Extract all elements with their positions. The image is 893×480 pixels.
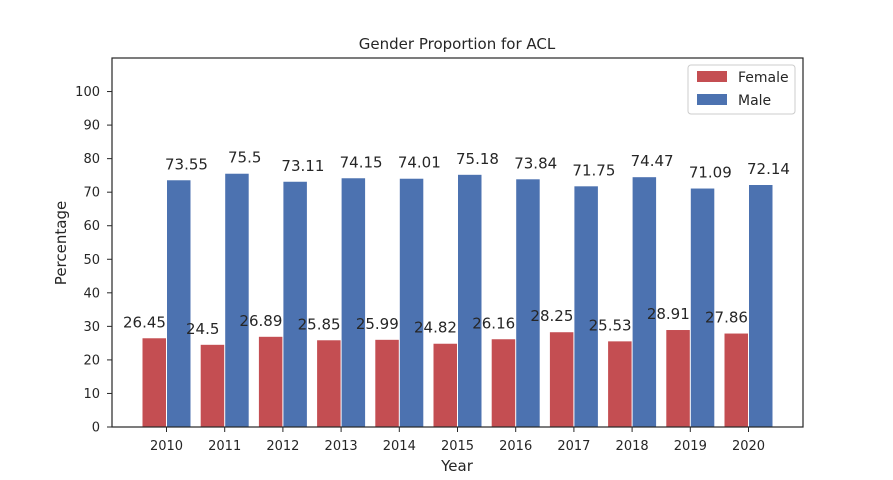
x-tick-label-2017: 2017 [557, 439, 590, 454]
y-axis: 0 10 20 30 40 50 60 70 80 90 100 [75, 85, 112, 436]
data-label-female-2012: 26.89 [239, 312, 282, 330]
data-label-female-2018: 25.53 [589, 316, 632, 334]
legend-swatch-male [697, 94, 727, 105]
bar-female-2019 [666, 330, 690, 427]
x-axis-title: Year [440, 457, 474, 475]
bar-male-2011 [225, 173, 249, 427]
x-tick-label-2016: 2016 [499, 439, 532, 454]
bar-female-2020 [724, 333, 748, 427]
y-tick-label: 80 [83, 152, 100, 167]
bar-male-2017 [574, 186, 598, 427]
x-tick-label-2013: 2013 [325, 439, 358, 454]
data-label-male-2016: 73.84 [514, 154, 557, 172]
bar-female-2018 [608, 341, 632, 427]
bar-male-2015 [458, 174, 482, 427]
x-tick-label-2011: 2011 [208, 439, 241, 454]
x-tick-label-2015: 2015 [441, 439, 474, 454]
bar-female-2012 [258, 336, 283, 427]
bar-male-2013 [341, 178, 366, 427]
legend-label-female: Female [738, 70, 789, 86]
data-label-male-2010: 73.55 [165, 155, 208, 173]
data-labels-layer: 26.45 73.55 24.5 75.5 26.89 73.11 25.85 74.15 25… [123, 149, 790, 338]
bar-male-2019 [690, 188, 715, 427]
bar-male-2014 [399, 178, 424, 427]
x-tick-label-2020: 2020 [732, 439, 765, 454]
y-tick-label: 100 [75, 85, 100, 100]
legend: Female Male [687, 64, 796, 115]
y-axis-title: Percentage [52, 201, 70, 285]
bar-female-2015 [433, 343, 457, 427]
y-tick-label: 10 [83, 387, 100, 402]
bar-female-2011 [200, 344, 225, 427]
y-tick-label: 50 [83, 253, 100, 268]
bar-male-2016 [516, 179, 540, 427]
data-label-female-2017: 28.25 [530, 307, 573, 325]
x-tick-label-2012: 2012 [266, 439, 299, 454]
x-tick-label-2019: 2019 [674, 439, 707, 454]
bar-female-2014 [375, 339, 399, 427]
x-tick-label-2018: 2018 [616, 439, 649, 454]
legend-swatch-female [697, 71, 727, 82]
bar-male-2020 [749, 185, 773, 427]
data-label-female-2015: 24.82 [414, 319, 457, 337]
data-label-female-2011: 24.5 [186, 320, 219, 338]
bar-female-2016 [491, 339, 516, 427]
x-tick-label-2010: 2010 [150, 439, 183, 454]
data-label-female-2020: 27.86 [705, 309, 748, 327]
data-label-female-2016: 26.16 [472, 314, 515, 332]
bar-male-2012 [283, 181, 307, 427]
bar-male-2010 [167, 180, 191, 427]
data-label-male-2019: 71.09 [689, 164, 732, 182]
data-label-male-2018: 74.47 [631, 152, 674, 170]
y-tick-label: 30 [83, 320, 100, 335]
y-tick-label: 60 [83, 219, 100, 234]
bar-female-2017 [549, 332, 574, 427]
data-label-female-2013: 25.85 [298, 315, 341, 333]
bar-female-2013 [317, 340, 341, 427]
y-tick-label: 70 [83, 186, 100, 201]
data-label-female-2014: 25.99 [356, 315, 399, 333]
data-label-male-2014: 74.01 [398, 154, 441, 172]
plot-frame [111, 57, 804, 428]
bar-male-2018 [632, 177, 657, 427]
data-label-male-2015: 75.18 [456, 150, 499, 168]
data-label-male-2012: 73.11 [281, 157, 324, 175]
data-label-male-2011: 75.5 [228, 149, 261, 167]
chart-title: Gender Proportion for ACL [359, 35, 556, 53]
data-label-male-2013: 74.15 [340, 153, 383, 171]
y-tick-label: 40 [83, 286, 100, 301]
data-label-female-2010: 26.45 [123, 313, 166, 331]
data-label-male-2017: 71.75 [572, 161, 615, 179]
bars-layer [142, 173, 773, 427]
x-tick-label-2014: 2014 [383, 439, 416, 454]
legend-label-male: Male [738, 93, 771, 109]
data-label-male-2020: 72.14 [747, 160, 790, 178]
y-tick-label: 90 [83, 119, 100, 134]
y-tick-label: 0 [92, 421, 100, 436]
x-axis: 2010 2011 2012 2013 2014 2015 2016 2017 2018 2019… [150, 427, 765, 454]
bar-female-2010 [142, 338, 166, 427]
y-tick-label: 20 [83, 353, 100, 368]
data-label-female-2019: 28.91 [647, 305, 690, 323]
